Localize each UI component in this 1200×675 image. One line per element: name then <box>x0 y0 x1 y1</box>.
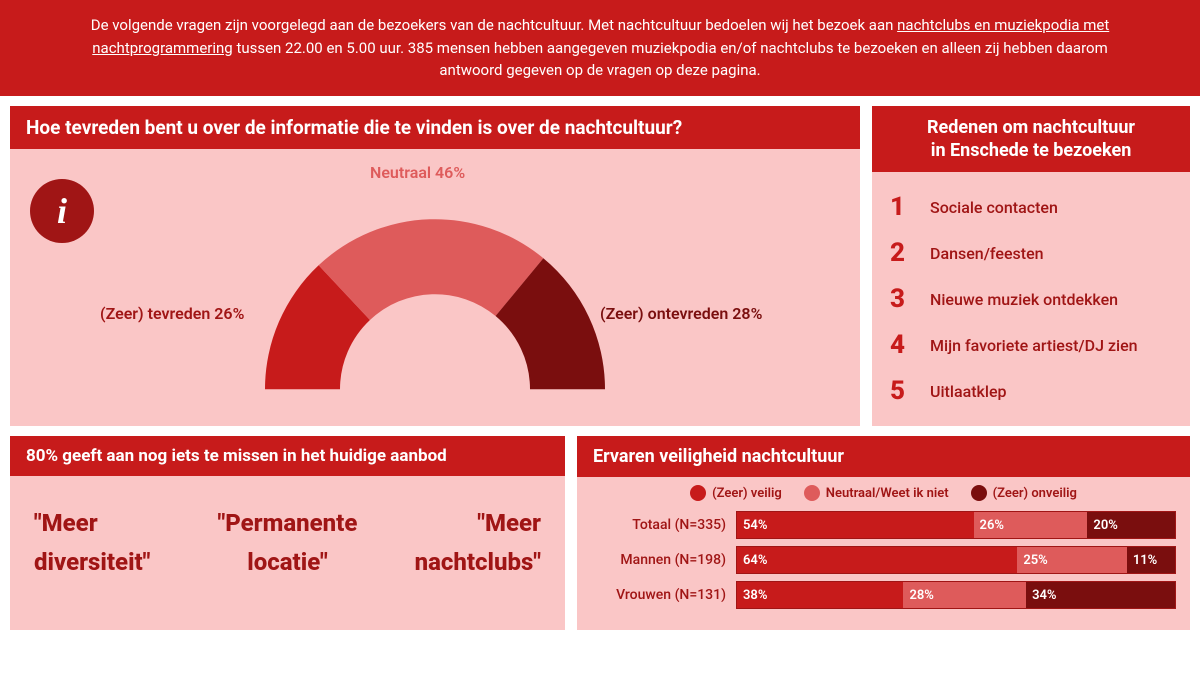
satisfaction-gauge-panel: Hoe tevreden bent u over de informatie d… <box>10 106 860 427</box>
missing-panel: 80% geeft aan nog iets te missen in het … <box>10 436 565 630</box>
bar-row: Totaal (N=335) 54%26%20% <box>591 511 1176 539</box>
banner-text-post: tussen 22.00 en 5.00 uur. 385 mensen heb… <box>233 39 1108 80</box>
gauge-body: i (Zeer) tevreden 26% Neutraal 46% (Zeer… <box>10 149 860 427</box>
bar-row-label: Mannen (N=198) <box>591 552 726 568</box>
bar-row: Vrouwen (N=131) 38%28%34% <box>591 581 1176 609</box>
reason-text: Nieuwe muziek ontdekken <box>930 290 1118 309</box>
bar-row: Mannen (N=198) 64%25%11% <box>591 546 1176 574</box>
reason-row: 1 Sociale contacten <box>890 184 1172 230</box>
reason-text: Mijn favoriete artiest/DJ zien <box>930 336 1138 355</box>
bar-segment: 26% <box>974 512 1088 538</box>
reason-row: 3 Nieuwe muziek ontdekken <box>890 276 1172 322</box>
quotes-body: "Meer diversiteit" "Permanente locatie" … <box>10 476 565 609</box>
reason-row: 4 Mijn favoriete artiest/DJ zien <box>890 322 1172 368</box>
bar-row-label: Totaal (N=335) <box>591 517 726 533</box>
gauge-panel-title: Hoe tevreden bent u over de informatie d… <box>10 106 860 149</box>
safety-panel-title: Ervaren veiligheid nachtcultuur <box>577 436 1190 477</box>
reason-number: 2 <box>890 238 912 268</box>
reason-number: 4 <box>890 330 912 360</box>
reason-row: 5 Uitlaatklep <box>890 368 1172 414</box>
gauge-label-tevreden: (Zeer) tevreden 26% <box>100 304 244 323</box>
reason-text: Dansen/feesten <box>930 244 1044 263</box>
gauge-label-neutraal: Neutraal 46% <box>370 163 465 182</box>
legend-swatch <box>971 485 987 501</box>
safety-body: (Zeer) veilig Neutraal/Weet ik niet (Zeer)… <box>577 477 1190 630</box>
bar-track: 38%28%34% <box>736 581 1176 609</box>
quote-3: "Meer nachtclubs" <box>379 504 541 581</box>
row-1: Hoe tevreden bent u over de informatie d… <box>0 96 1200 427</box>
gauge-label-ontevreden: (Zeer) ontevreden 28% <box>600 304 762 323</box>
legend-swatch <box>690 485 706 501</box>
reason-text: Sociale contacten <box>930 198 1058 217</box>
bar-segment: 38% <box>737 582 903 608</box>
reason-number: 5 <box>890 376 912 406</box>
quote-2: "Permanente locatie" <box>206 504 368 581</box>
bar-segment: 25% <box>1017 547 1127 573</box>
reason-number: 1 <box>890 192 912 222</box>
legend-label: (Zeer) veilig <box>712 486 782 501</box>
legend-label: Neutraal/Weet ik niet <box>826 486 949 501</box>
gauge-chart <box>255 209 615 413</box>
reasons-panel: Redenen om nachtcultuur in Enschede te b… <box>872 106 1190 427</box>
quote-1: "Meer diversiteit" <box>34 504 196 581</box>
banner-text-pre: De volgende vragen zijn voorgelegd aan d… <box>91 16 897 34</box>
bar-segment: 34% <box>1026 582 1175 608</box>
legend-swatch <box>804 485 820 501</box>
legend-item: (Zeer) veilig <box>690 485 782 501</box>
legend-item: Neutraal/Weet ik niet <box>804 485 949 501</box>
info-icon: i <box>30 179 94 243</box>
reason-number: 3 <box>890 284 912 314</box>
bar-segment: 20% <box>1087 512 1175 538</box>
bar-segment: 54% <box>737 512 974 538</box>
missing-panel-title: 80% geeft aan nog iets te missen in het … <box>10 436 565 476</box>
bar-segment: 28% <box>903 582 1026 608</box>
safety-legend: (Zeer) veilig Neutraal/Weet ik niet (Zeer)… <box>591 485 1176 501</box>
legend-label: (Zeer) onveilig <box>993 486 1077 501</box>
intro-banner: De volgende vragen zijn voorgelegd aan d… <box>0 0 1200 96</box>
safety-bars: Totaal (N=335) 54%26%20% Mannen (N=198) 64%… <box>591 511 1176 609</box>
legend-item: (Zeer) onveilig <box>971 485 1077 501</box>
row-2: 80% geeft aan nog iets te missen in het … <box>0 426 1200 630</box>
bar-row-label: Vrouwen (N=131) <box>591 587 726 603</box>
reason-row: 2 Dansen/feesten <box>890 230 1172 276</box>
safety-panel: Ervaren veiligheid nachtcultuur (Zeer) v… <box>577 436 1190 630</box>
reason-text: Uitlaatklep <box>930 382 1007 401</box>
bar-track: 54%26%20% <box>736 511 1176 539</box>
bar-segment: 11% <box>1127 547 1175 573</box>
bar-track: 64%25%11% <box>736 546 1176 574</box>
reasons-list: 1 Sociale contacten 2 Dansen/feesten 3 Nieuwe… <box>872 172 1190 426</box>
bar-segment: 64% <box>737 547 1017 573</box>
reasons-panel-title: Redenen om nachtcultuur in Enschede te b… <box>872 106 1190 173</box>
